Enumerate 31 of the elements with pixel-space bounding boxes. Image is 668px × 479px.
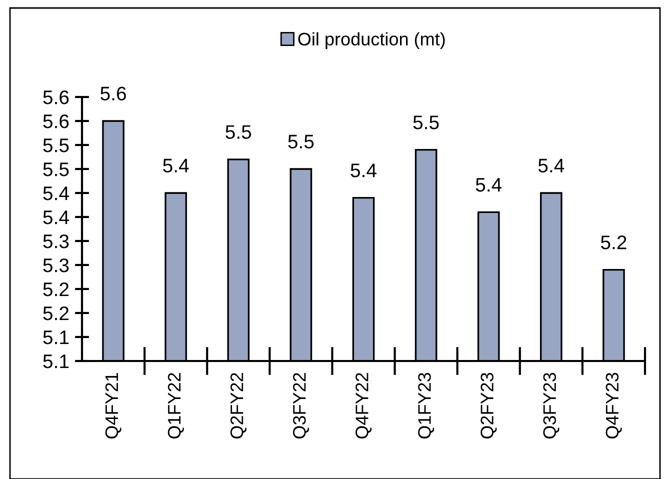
legend-label: Oil production (mt) [298, 32, 445, 50]
x-tick-label: Q1FY22 [168, 373, 184, 438]
x-tick-label: Q4FY22 [356, 373, 372, 438]
x-tick-label: Q4FY23 [606, 372, 622, 438]
y-tick-label: 5.5 [43, 162, 69, 176]
y-tick-label: 5.2 [43, 282, 69, 296]
data-label: 5.5 [288, 134, 314, 148]
y-tick-label: 5.3 [43, 258, 69, 272]
x-tick-label: Q2FY23 [480, 372, 497, 438]
y-tick-label: 5.1 [43, 354, 69, 368]
data-label: 5.5 [413, 116, 439, 130]
y-tick-label: 5.3 [43, 234, 69, 248]
data-label: 5.2 [600, 236, 626, 250]
y-tick-label: 5.4 [43, 210, 69, 224]
data-label: 5.4 [350, 164, 376, 178]
x-tick-label: Q1FY23 [418, 372, 434, 438]
y-tick-label: 5.1 [43, 330, 69, 344]
x-tick-label: Q2FY22 [230, 373, 246, 438]
data-label: 5.5 [226, 125, 252, 139]
x-tick-label: Q3FY23 [543, 372, 560, 438]
data-label: 5.4 [476, 178, 502, 192]
data-label: 5.6 [100, 86, 126, 100]
data-label: 5.4 [163, 158, 189, 172]
y-tick-label: 5.2 [43, 306, 69, 320]
y-tick-label: 5.5 [43, 138, 69, 152]
x-tick-label: Q4FY21 [105, 372, 122, 438]
data-label: 5.4 [538, 158, 564, 172]
y-tick-label: 5.6 [43, 114, 69, 128]
y-tick-label: 5.4 [43, 186, 69, 200]
x-tick-label: Q3FY22 [293, 373, 310, 438]
y-tick-label: 5.6 [43, 90, 69, 104]
